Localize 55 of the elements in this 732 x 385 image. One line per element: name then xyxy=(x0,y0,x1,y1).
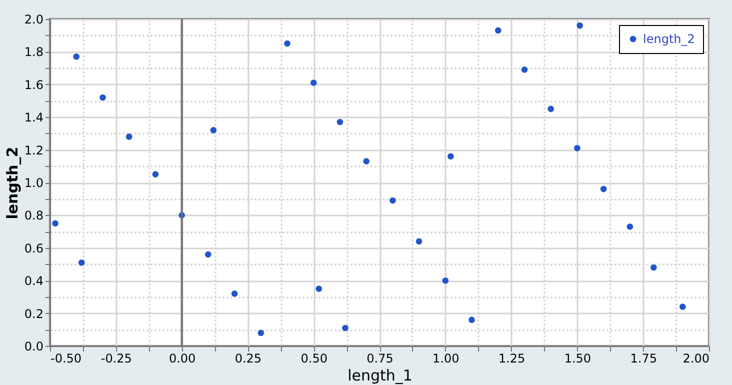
point xyxy=(342,324,348,332)
x-tick-label: 2.00 xyxy=(682,352,710,366)
y-tick-label: 0.8 xyxy=(24,208,44,223)
x-tick-label: 0.75 xyxy=(366,352,394,366)
point xyxy=(73,53,80,60)
point xyxy=(468,316,475,323)
x-tick-label: -0.25 xyxy=(100,352,132,366)
point xyxy=(210,127,217,134)
point xyxy=(390,197,396,204)
point xyxy=(100,94,106,101)
legend-label: length_2 xyxy=(643,32,695,46)
point xyxy=(576,22,583,29)
x-tick-label: 0.50 xyxy=(300,352,328,366)
point xyxy=(600,186,607,192)
point xyxy=(126,134,132,140)
y-tick-label: 1.2 xyxy=(24,143,44,158)
point xyxy=(626,223,634,230)
y-tick-label: 0.0 xyxy=(24,340,44,354)
point xyxy=(78,259,85,266)
point xyxy=(448,153,454,160)
point xyxy=(574,145,580,152)
y-tick-label: 0.6 xyxy=(24,241,44,256)
point xyxy=(679,304,686,310)
x-tick-label: 1.50 xyxy=(564,352,592,366)
x-tick-label: -0.50 xyxy=(50,352,82,366)
point xyxy=(416,238,422,245)
point xyxy=(310,80,317,86)
x-tick-label: 1.75 xyxy=(630,352,657,366)
point xyxy=(231,290,238,297)
x-tick-label: 0.00 xyxy=(168,352,196,366)
point xyxy=(284,40,290,47)
point xyxy=(336,118,344,126)
point xyxy=(363,158,370,164)
point xyxy=(442,277,449,284)
y-tick-label: 2.0 xyxy=(24,12,44,26)
y-tick-label: 0.4 xyxy=(24,274,44,288)
x-tick-label: 1.00 xyxy=(432,352,460,366)
y-tick-label: 1.8 xyxy=(24,45,44,60)
point xyxy=(258,330,264,336)
point xyxy=(205,251,212,258)
point xyxy=(152,171,159,178)
point xyxy=(548,106,554,112)
point xyxy=(494,27,502,34)
point xyxy=(650,264,657,271)
point xyxy=(316,286,322,292)
y-tick-label: 1.6 xyxy=(24,78,44,92)
point xyxy=(521,66,528,73)
x-tick-label: 0.25 xyxy=(234,352,262,366)
y-tick-label: 1.4 xyxy=(24,110,44,125)
x-axis-title: length_1 xyxy=(348,366,412,384)
y-tick-label: 0.2 xyxy=(24,306,44,321)
y-axis-title: length_2 xyxy=(3,146,22,220)
point xyxy=(52,220,58,227)
y-tick-label: 1.0 xyxy=(24,176,44,190)
x-tick-label: 1.25 xyxy=(498,352,526,366)
